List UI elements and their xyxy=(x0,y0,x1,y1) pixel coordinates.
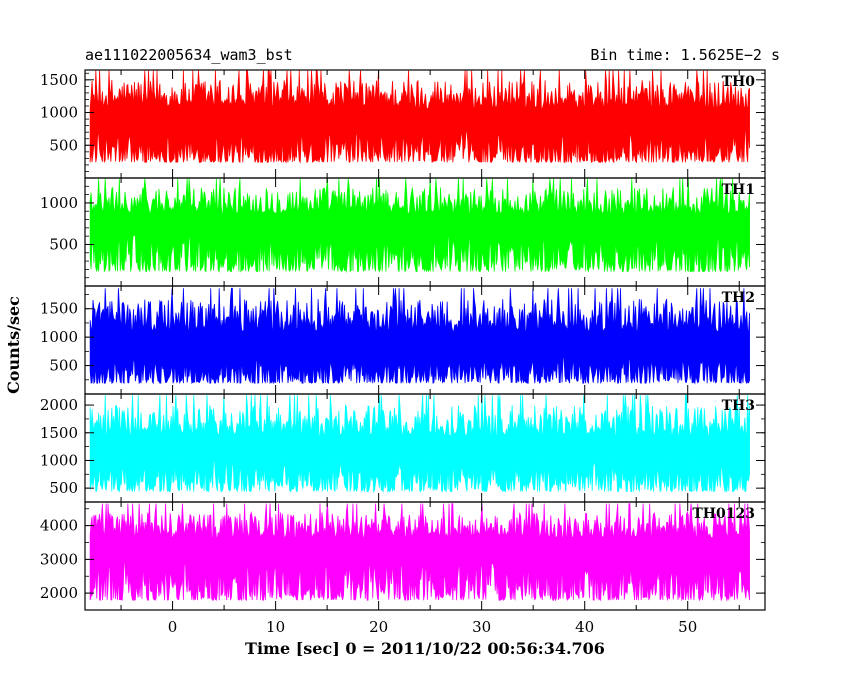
panel-label: TH1 xyxy=(722,182,755,198)
panel-th3: 500 1000 1500 2000 TH3 xyxy=(40,393,766,503)
x-tick-label: 0 xyxy=(168,618,178,636)
y-tick-label: 3000 xyxy=(40,550,78,568)
chart-title: ae111022005634_wam3_bst xyxy=(85,46,293,64)
y-tick-label: 1000 xyxy=(40,104,78,122)
y-tick-label: 500 xyxy=(49,136,78,154)
y-tick-label: 500 xyxy=(49,357,78,375)
series-th2 xyxy=(89,287,750,385)
panel-th2: 500 1000 1500 TH2 xyxy=(40,285,766,395)
x-axis-label: Time [sec] 0 = 2011/10/22 00:56:34.706 xyxy=(245,639,605,658)
y-axis-label: Counts/sec xyxy=(4,296,23,394)
series-th0 xyxy=(89,70,750,164)
y-tick-label: 2000 xyxy=(40,396,78,414)
y-tick-label: 1500 xyxy=(40,71,78,89)
series-th0123 xyxy=(89,503,750,602)
x-tick-label: 10 xyxy=(266,618,285,636)
panel-th1: 500 1000 TH1 xyxy=(40,177,766,287)
y-tick-label: 4000 xyxy=(40,517,78,535)
panel-label: TH0123 xyxy=(692,506,755,522)
x-axis: 0 10 20 30 40 50 xyxy=(168,618,697,636)
y-tick-label: 1000 xyxy=(40,194,78,212)
bin-time-label: Bin time: 1.5625E−2 s xyxy=(590,46,780,64)
y-tick-label: 1000 xyxy=(40,451,78,469)
y-tick-label: 500 xyxy=(49,479,78,497)
y-tick-label: 1500 xyxy=(40,424,78,442)
panel-th0123: 2000 3000 4000 TH0123 xyxy=(40,501,766,611)
y-tick-label: 1500 xyxy=(40,300,78,318)
panel-label: TH3 xyxy=(722,398,755,414)
x-tick-label: 30 xyxy=(472,618,491,636)
x-tick-label: 20 xyxy=(369,618,388,636)
x-tick-label: 40 xyxy=(575,618,594,636)
y-tick-label: 500 xyxy=(49,235,78,253)
y-tick-label: 2000 xyxy=(40,584,78,602)
series-th1 xyxy=(89,178,750,273)
x-tick-label: 50 xyxy=(678,618,697,636)
panel-label: TH0 xyxy=(722,74,756,90)
y-tick-label: 1000 xyxy=(40,328,78,346)
panel-th0: 500 1000 1500 TH0 xyxy=(40,69,766,179)
panel-frame xyxy=(84,501,766,611)
series-th3 xyxy=(89,394,750,494)
panel-label: TH2 xyxy=(722,290,755,306)
